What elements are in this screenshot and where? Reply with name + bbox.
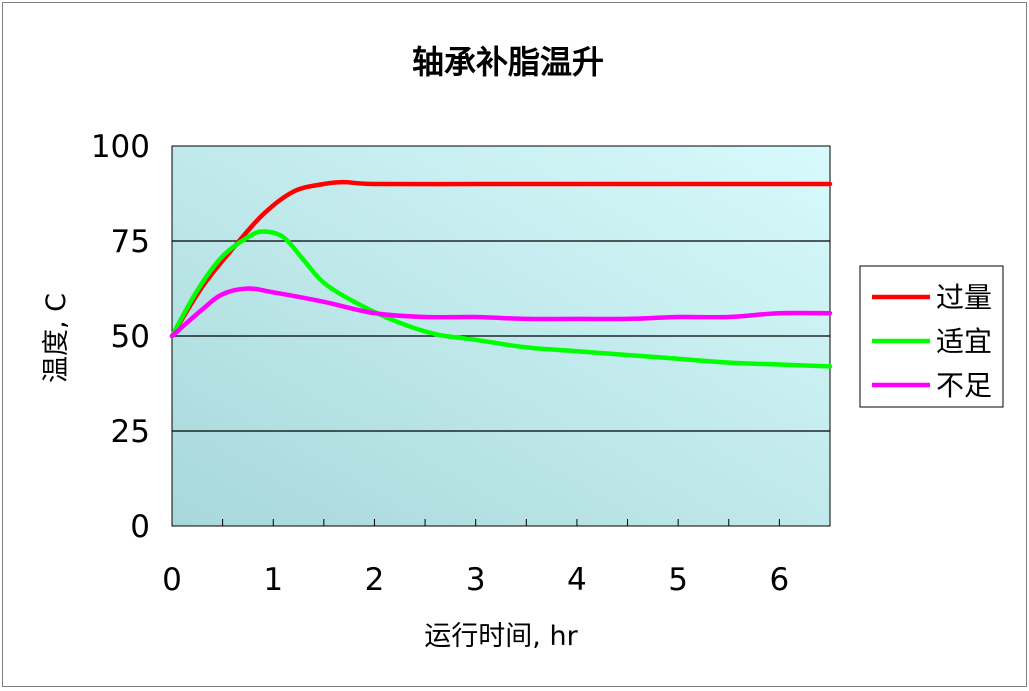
gridlines <box>172 240 830 432</box>
y-tick-labels: 0 25 50 75 100 <box>91 129 150 545</box>
y-tick-label: 0 <box>130 509 150 545</box>
chart-title: 轴承补脂温升 <box>412 43 604 81</box>
y-tick-label: 100 <box>91 129 150 165</box>
y-tick-label: 50 <box>111 319 150 355</box>
x-tick-label: 5 <box>668 562 688 598</box>
x-tick-label: 3 <box>466 562 486 598</box>
x-tick-label: 2 <box>365 562 385 598</box>
x-tick-label: 1 <box>263 562 283 598</box>
legend-label-1: 适宜 <box>936 325 992 358</box>
series-line-2 <box>169 286 833 339</box>
x-tick-label: 4 <box>567 562 587 598</box>
x-axis-label: 运行时间, hr <box>424 621 578 652</box>
x-tick-label: 6 <box>770 562 790 598</box>
legend-label-0: 过量 <box>936 281 992 314</box>
chart-svg: 轴承补脂温升 0 25 50 75 100 0 1 2 3 4 5 6 运行时间, hr 温度, C… <box>41 43 1004 652</box>
y-axis-label: 温度, C <box>41 293 72 383</box>
x-tick-labels: 0 1 2 3 4 5 6 <box>162 562 789 598</box>
y-tick-label: 75 <box>111 224 150 260</box>
x-tick-label: 0 <box>162 562 182 598</box>
y-tick-label: 25 <box>111 414 150 450</box>
series-line-1 <box>169 229 833 369</box>
x-tick-marks <box>171 519 831 526</box>
series-lines <box>169 179 833 369</box>
legend-label-2: 不足 <box>936 369 992 402</box>
